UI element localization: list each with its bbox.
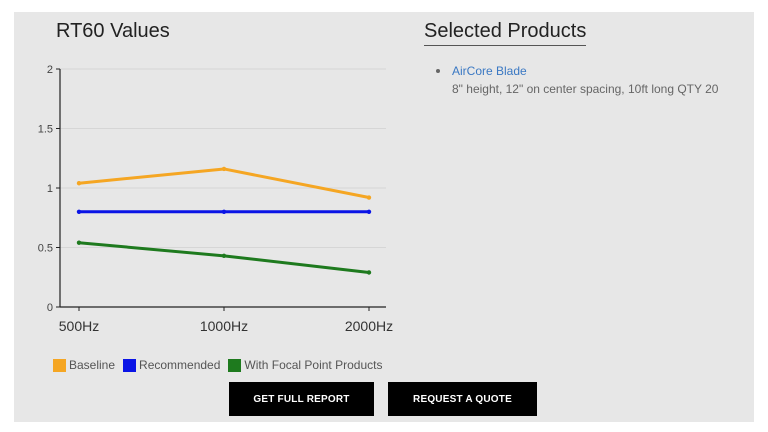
data-point [366, 270, 372, 275]
y-axis-ticks: 0 0.5 1 1.5 2 [38, 64, 60, 314]
y-tick-label: 0 [47, 302, 53, 314]
legend-label: Baseline [69, 358, 116, 372]
legend-label: Recommended [139, 358, 221, 372]
data-point [366, 209, 372, 214]
legend-item: Baseline [53, 358, 115, 372]
get-full-report-button[interactable]: GET FULL REPORT [229, 382, 374, 416]
product-link-aircore-blade[interactable]: AirCore Blade [452, 64, 527, 78]
product-description: 8" height, 12" on center spacing, 10ft l… [452, 82, 719, 96]
main-panel [14, 12, 754, 422]
legend-item: Recommended [123, 358, 220, 372]
y-tick-label: 1.5 [38, 124, 53, 136]
chart-series [76, 166, 372, 275]
x-axis-ticks: 500Hz 1000Hz 2000Hz [59, 307, 393, 334]
product-item: AirCore Blade 8" height, 12" on center s… [436, 62, 746, 98]
data-point [221, 166, 227, 172]
legend-label: With Focal Point Products [244, 358, 383, 372]
y-tick-label: 1 [47, 183, 53, 195]
chart-title: RT60 Values [56, 20, 170, 42]
data-point [76, 209, 82, 214]
bullet-icon [436, 69, 440, 73]
data-point [221, 209, 227, 214]
legend-swatch [228, 358, 242, 372]
legend-item: With Focal Point Products [228, 358, 382, 372]
y-tick-label: 0.5 [38, 243, 53, 255]
chart-gridlines [60, 68, 386, 248]
y-tick-label: 2 [47, 64, 53, 76]
data-point [76, 240, 82, 245]
x-tick-label: 1000Hz [200, 318, 248, 334]
series-line [78, 167, 370, 199]
chart-legend: Baseline Recommended With Focal Point Prod… [53, 358, 390, 372]
request-quote-button[interactable]: REQUEST A QUOTE [388, 382, 537, 416]
data-point [76, 181, 82, 186]
selected-products-title: Selected Products [424, 20, 587, 46]
data-point [221, 253, 227, 259]
legend-swatch [123, 358, 137, 372]
x-tick-label: 500Hz [59, 318, 99, 334]
x-tick-label: 2000Hz [345, 318, 393, 334]
legend-swatch [53, 358, 66, 372]
product-list: AirCore Blade 8" height, 12" on center s… [436, 62, 746, 98]
data-point [366, 195, 372, 200]
